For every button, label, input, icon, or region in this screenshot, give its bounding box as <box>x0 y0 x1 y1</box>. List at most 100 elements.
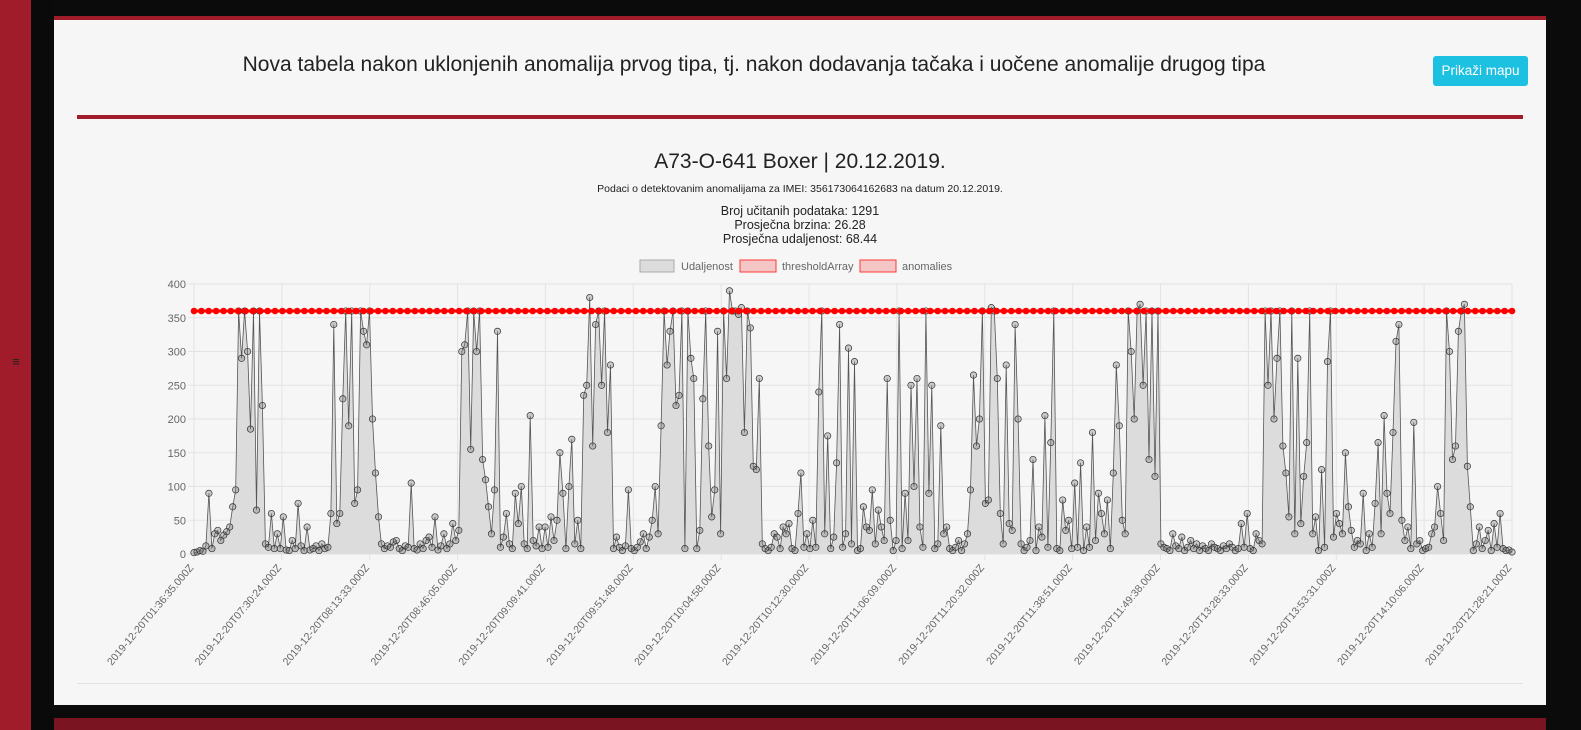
stat-speed: Prosječna brzina: 26.28 <box>734 218 865 232</box>
udaljenost-point <box>1175 545 1183 553</box>
udaljenost-point <box>859 503 867 511</box>
x-axis: 2019-12-20T01:36:35.000Z2019-12-20T07:30… <box>105 562 1515 668</box>
udaljenost-point <box>205 489 213 497</box>
udaljenost-point <box>1115 422 1123 430</box>
udaljenost-point <box>446 540 454 548</box>
threshold-point <box>551 307 559 315</box>
udaljenost-point <box>1350 543 1358 551</box>
udaljenost-point <box>562 545 570 553</box>
udaljenost-point <box>892 536 900 545</box>
threshold-point <box>1155 307 1162 315</box>
udaljenost-point <box>1329 533 1338 541</box>
udaljenost-point <box>1377 530 1385 538</box>
udaljenost-point <box>461 341 469 349</box>
threshold-point <box>904 307 912 315</box>
threshold-point <box>617 307 625 315</box>
threshold-point <box>993 307 1000 315</box>
threshold-point <box>1037 307 1045 315</box>
udaljenost-point <box>1365 530 1373 538</box>
udaljenost-point <box>725 287 734 295</box>
stat-distance: Prosječna udaljenost: 68.44 <box>723 232 877 246</box>
threshold-point <box>1236 307 1243 315</box>
threshold-point <box>1265 307 1273 315</box>
y-tick-label: 50 <box>174 515 186 527</box>
threshold-point <box>507 307 514 315</box>
udaljenost-point <box>1243 509 1251 518</box>
udaljenost-point <box>958 547 966 555</box>
udaljenost-point <box>499 533 507 541</box>
threshold-point <box>227 307 235 315</box>
udaljenost-point <box>467 445 475 453</box>
x-tick-label: 2019-12-20T09:09:41.000Z <box>456 562 548 668</box>
udaljenost-point <box>565 482 573 491</box>
udaljenost-point <box>1121 530 1129 538</box>
show-map-button[interactable]: Prikaži mapu <box>1433 56 1528 86</box>
udaljenost-point <box>839 543 847 551</box>
threshold-point <box>492 307 500 315</box>
y-tick-label: 250 <box>168 380 186 392</box>
page-background <box>31 0 54 730</box>
udaljenost-point <box>1395 320 1403 329</box>
legend-label-threshold: thresholdArray <box>782 261 854 273</box>
udaljenost-point <box>1303 439 1311 447</box>
threshold-point <box>1486 307 1494 315</box>
threshold-point <box>1346 307 1354 315</box>
udaljenost-point <box>803 530 811 538</box>
y-tick-label: 100 <box>168 482 186 494</box>
udaljenost-point <box>1490 520 1498 528</box>
udaljenost-point <box>785 520 793 528</box>
threshold-point <box>1309 307 1317 315</box>
udaljenost-point <box>246 425 255 433</box>
udaljenost-point <box>1315 547 1323 555</box>
x-tick-label: 2019-12-20T08:46:05.000Z <box>369 562 461 668</box>
udaljenost-point <box>815 388 823 396</box>
udaljenost-point <box>889 547 897 555</box>
threshold-point <box>610 307 617 315</box>
threshold-point <box>779 307 787 315</box>
udaljenost-point <box>339 395 347 403</box>
udaljenost-point <box>1359 489 1367 497</box>
udaljenost-point <box>529 536 537 545</box>
threshold-point <box>1361 307 1368 315</box>
udaljenost-point <box>624 486 632 494</box>
threshold-point <box>654 307 662 315</box>
x-tick-label: 2019-12-20T10:04:58.000Z <box>632 562 724 668</box>
udaljenost-point <box>490 486 499 494</box>
udaljenost-point <box>708 513 716 521</box>
y-tick-label: 350 <box>168 313 186 325</box>
udaljenost-point <box>1321 543 1329 551</box>
udaljenost-point <box>1469 547 1477 555</box>
udaljenost-point <box>214 526 222 534</box>
threshold-point <box>345 307 352 315</box>
udaljenost-point <box>1448 455 1457 464</box>
threshold-point <box>1501 307 1508 315</box>
threshold-point <box>1118 307 1126 315</box>
udaljenost-point <box>523 545 531 553</box>
threshold-point <box>323 307 330 315</box>
udaljenost-point <box>526 412 534 420</box>
udaljenost-point <box>963 530 972 538</box>
udaljenost-point <box>1088 428 1097 437</box>
threshold-point <box>352 307 360 315</box>
udaljenost-point <box>975 415 983 423</box>
threshold-point <box>1140 307 1148 315</box>
udaljenost-point <box>711 486 719 494</box>
threshold-point <box>1332 307 1339 315</box>
threshold-point <box>831 307 838 315</box>
udaljenost-point <box>589 442 597 450</box>
threshold-point <box>1464 307 1472 315</box>
udaljenost-point <box>458 347 466 356</box>
threshold-point <box>1435 307 1442 315</box>
threshold-point <box>360 307 367 315</box>
threshold-point <box>1177 307 1184 315</box>
udaljenost-point <box>1005 520 1013 528</box>
threshold-point <box>1133 307 1140 315</box>
y-tick-label: 0 <box>180 549 186 561</box>
udaljenost-point <box>1240 543 1248 551</box>
threshold-point <box>1008 307 1015 315</box>
udaljenost-point <box>1279 442 1287 450</box>
threshold-point <box>713 307 721 315</box>
udaljenost-point <box>232 486 240 494</box>
udaljenost-point <box>1404 523 1412 531</box>
menu-icon[interactable]: ≡ <box>12 354 20 369</box>
